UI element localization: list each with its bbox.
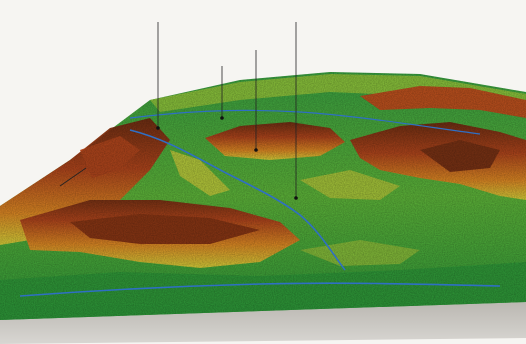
upper-river [129, 109, 481, 135]
site-marker-3 [254, 148, 258, 152]
site-marker-1 [156, 126, 160, 130]
main-river [129, 129, 346, 271]
leader-line-5 [59, 167, 87, 187]
terrain-base [0, 300, 526, 344]
terrain-texture [0, 72, 526, 320]
site-marker-4 [294, 196, 298, 200]
site-marker-2 [220, 116, 224, 120]
south-river [19, 282, 501, 297]
